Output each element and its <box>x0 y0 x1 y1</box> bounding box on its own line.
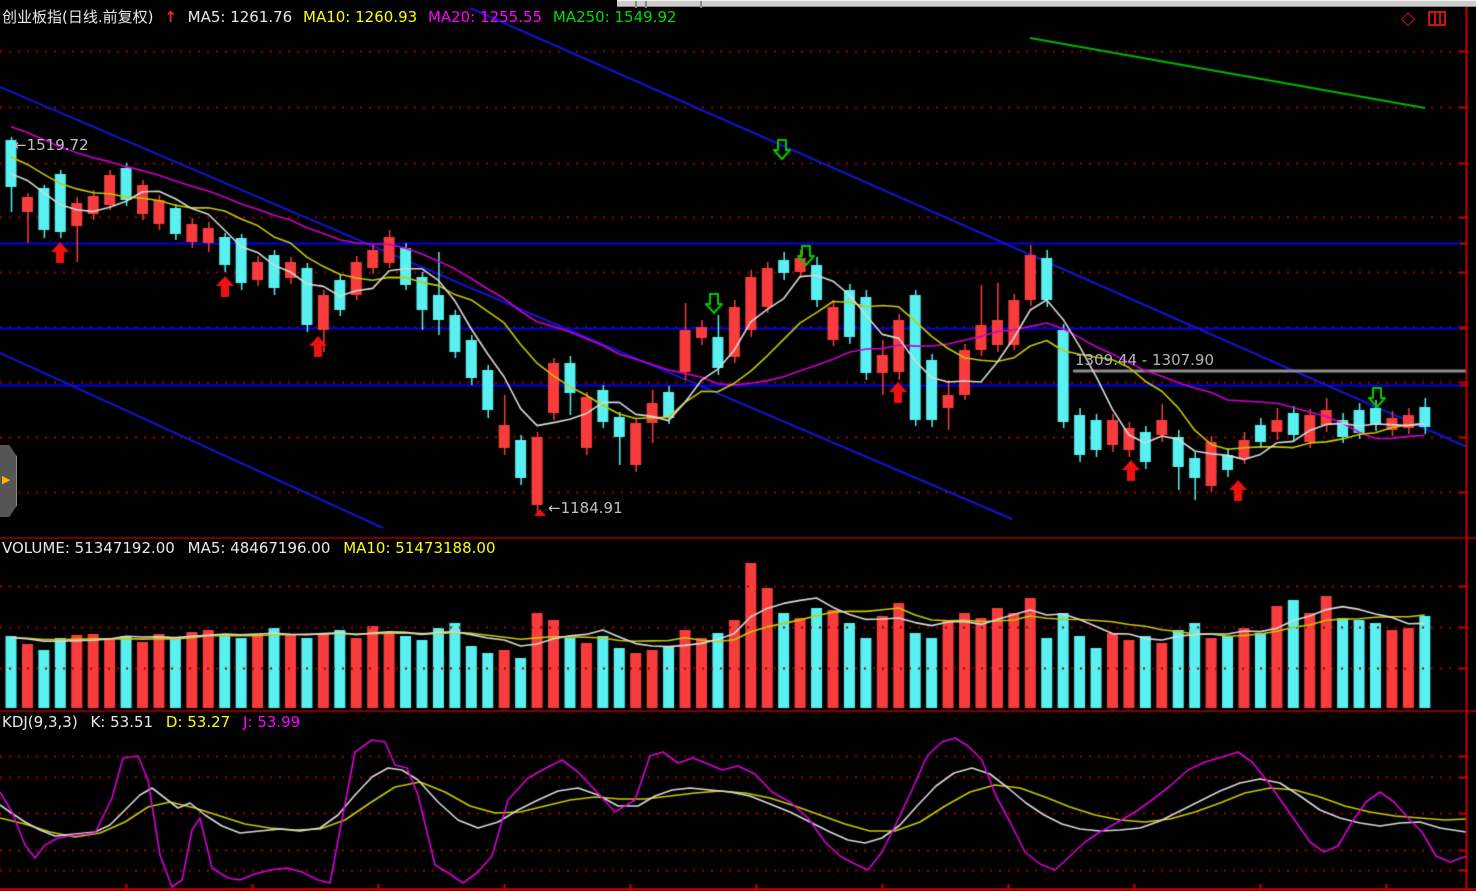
ma20-value: MA20: 1255.55 <box>427 8 543 26</box>
instrument-title: 创业板指(日线.前复权) <box>2 8 154 26</box>
titlebar-notch <box>700 1 702 8</box>
grid-icon-bar <box>1439 13 1441 24</box>
kdj-d-value: D: 53.27 <box>165 713 231 731</box>
kdj-header: KDJ(9,3,3) K: 53.51 D: 53.27 J: 53.99 <box>2 713 308 731</box>
titlebar-strip <box>617 0 1476 8</box>
grid-layout-icon[interactable] <box>1428 11 1446 26</box>
grid-icon-bar <box>1434 13 1436 24</box>
titlebar-notch <box>635 1 637 8</box>
volume-header: VOLUME: 51347192.00 MA5: 48467196.00 MA1… <box>2 539 504 557</box>
sidebar-expand-tab[interactable]: ▶ <box>0 445 17 517</box>
titlebar-notch <box>645 1 647 8</box>
chart-header: 创业板指(日线.前复权) ↑ MA5: 1261.76 MA10: 1260.9… <box>2 6 683 26</box>
kdj-k-value: K: 53.51 <box>90 713 154 731</box>
kdj-j-value: J: 53.99 <box>242 713 301 731</box>
volume-ma5-value: MA5: 48467196.00 <box>187 539 331 557</box>
expand-arrow-icon: ▶ <box>2 473 11 486</box>
low-price-label: ←1184.91 <box>548 499 623 517</box>
kdj-name: KDJ(9,3,3) <box>2 713 78 731</box>
high-price-label: ←1519.72 <box>14 136 89 154</box>
up-arrow-icon: ↑ <box>164 8 177 26</box>
volume-ma10-value: MA10: 51473188.00 <box>343 539 496 557</box>
ma250-value: MA250: 1549.92 <box>552 8 677 26</box>
volume-value: VOLUME: 51347192.00 <box>2 539 175 557</box>
ma10-value: MA10: 1260.93 <box>303 8 418 26</box>
gap-price-label: 1309.44 - 1307.90 <box>1075 351 1215 369</box>
ma5-value: MA5: 1261.76 <box>187 8 293 26</box>
diamond-icon[interactable]: ◇ <box>1401 8 1415 29</box>
